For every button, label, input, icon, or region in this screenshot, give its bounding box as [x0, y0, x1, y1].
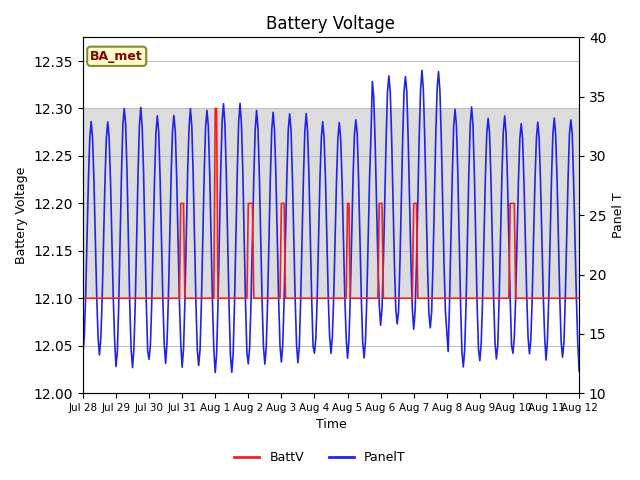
Legend: BattV, PanelT: BattV, PanelT: [229, 446, 411, 469]
X-axis label: Time: Time: [316, 419, 346, 432]
Bar: [83, 108, 579, 298]
Text: BA_met: BA_met: [90, 50, 143, 63]
Title: Battery Voltage: Battery Voltage: [266, 15, 396, 33]
Y-axis label: Panel T: Panel T: [612, 192, 625, 238]
Y-axis label: Battery Voltage: Battery Voltage: [15, 167, 28, 264]
